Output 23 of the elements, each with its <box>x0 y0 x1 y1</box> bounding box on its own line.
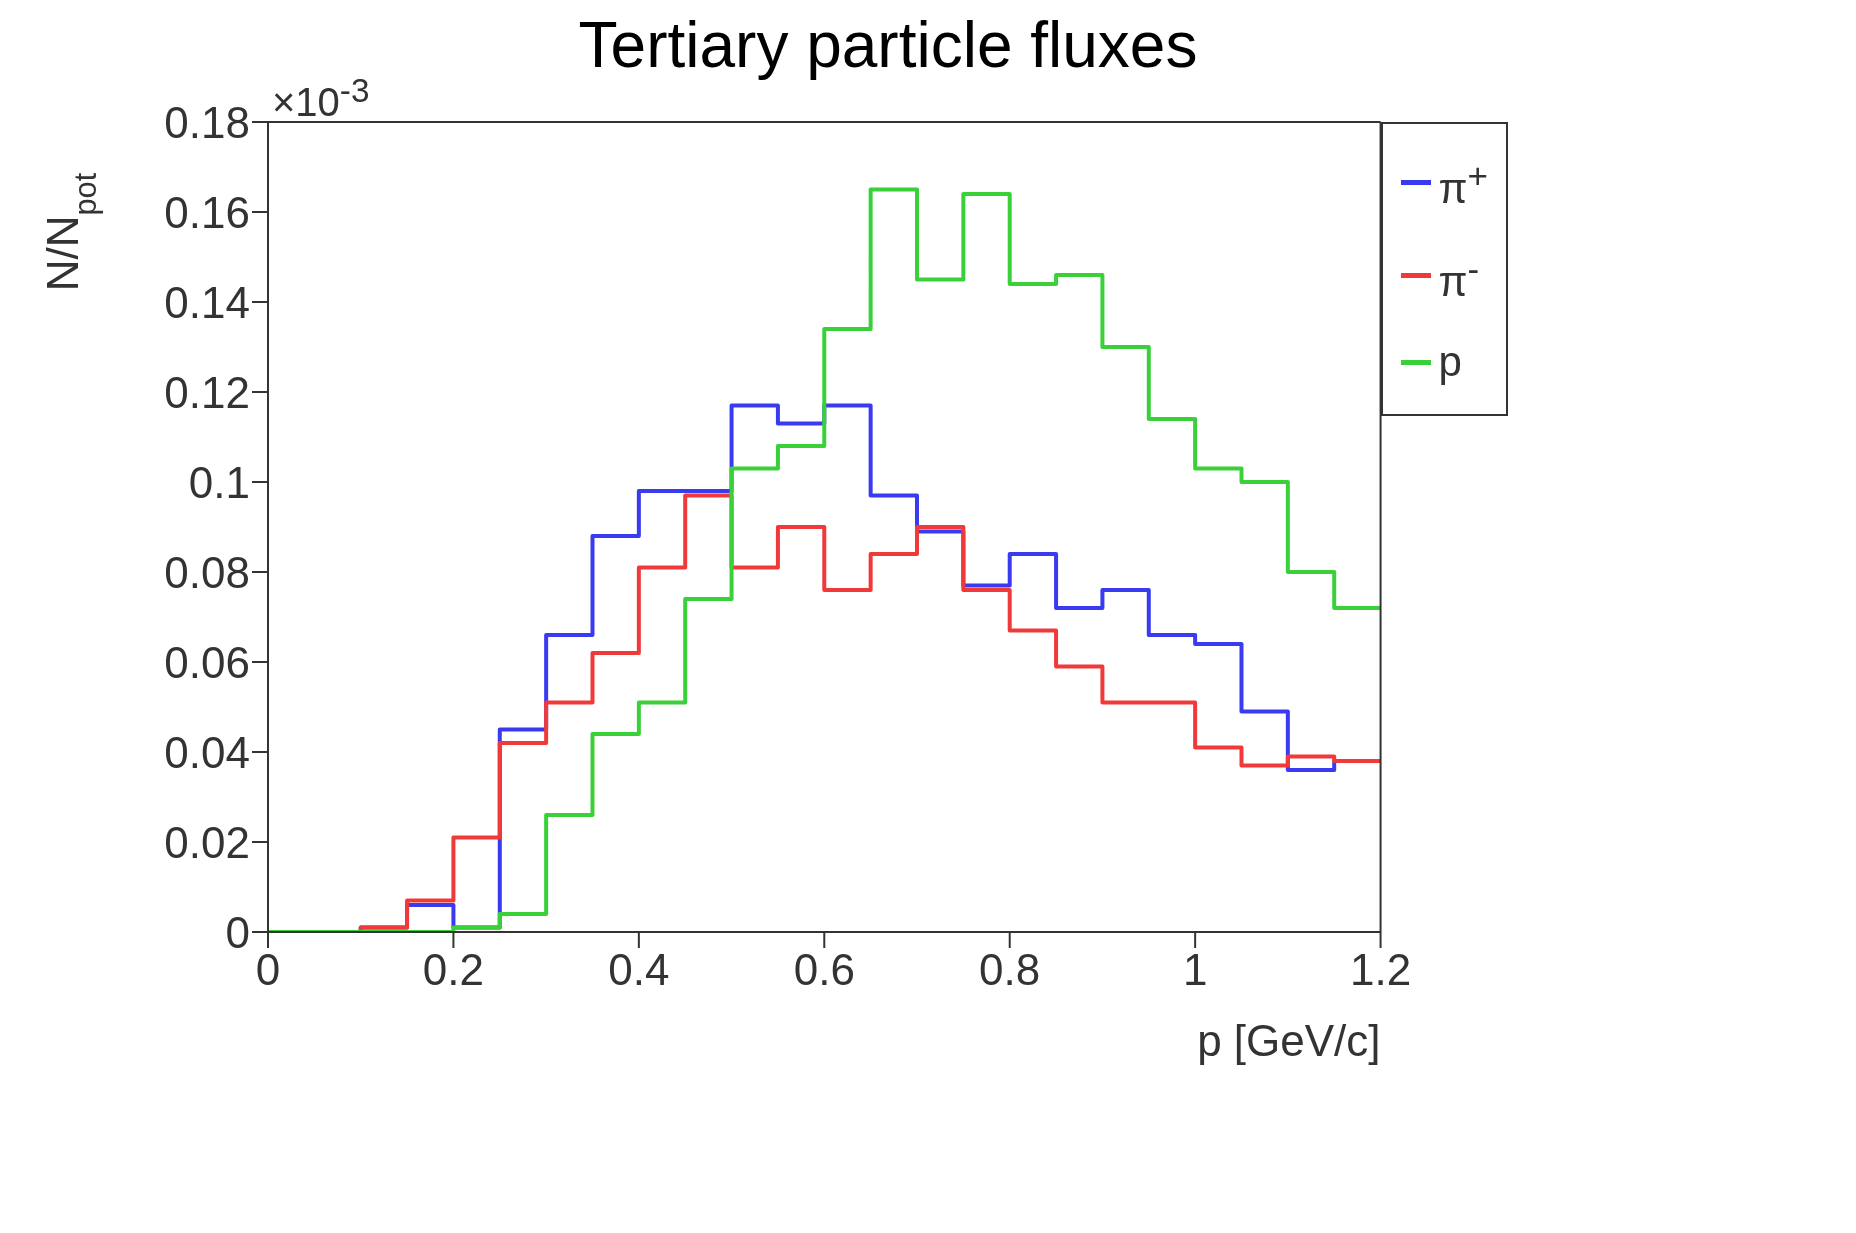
legend-label: p <box>1438 337 1462 387</box>
x-tick-label: 1 <box>1182 945 1208 995</box>
chart-title: Tertiary particle fluxes <box>578 9 1198 81</box>
annotation: ×10$^{-3}$ <box>272 72 370 126</box>
y-tick-label: 0.08 <box>164 547 250 597</box>
x-tick-label: 0.8 <box>979 945 1041 995</box>
x-tick-label: 0 <box>255 945 281 995</box>
x-axis-title: p [GeV/c] <box>1197 1016 1381 1065</box>
y-tick-label: 0.16 <box>164 187 250 237</box>
y-tick-label: 0.04 <box>164 727 250 777</box>
y-tick-label: 0.06 <box>164 637 250 687</box>
y-tick-label: 0.12 <box>164 367 250 417</box>
y-tick-label: 0.18 <box>164 97 250 147</box>
x-tick-label: 0.2 <box>422 945 485 995</box>
y-tick-label: 0.14 <box>164 277 250 327</box>
legend-label: π$^{+}$ <box>1438 155 1488 214</box>
y-tick-label: 0.02 <box>164 817 250 867</box>
x-tick-label: 0.4 <box>608 945 670 995</box>
legend-label: π$^{-}$ <box>1438 248 1480 307</box>
y-tick-label: 0.1 <box>188 457 250 507</box>
x-tick-label: 1.2 <box>1349 945 1412 995</box>
x-tick-label: 0.6 <box>793 945 855 995</box>
y-tick-label: 0 <box>225 907 250 957</box>
